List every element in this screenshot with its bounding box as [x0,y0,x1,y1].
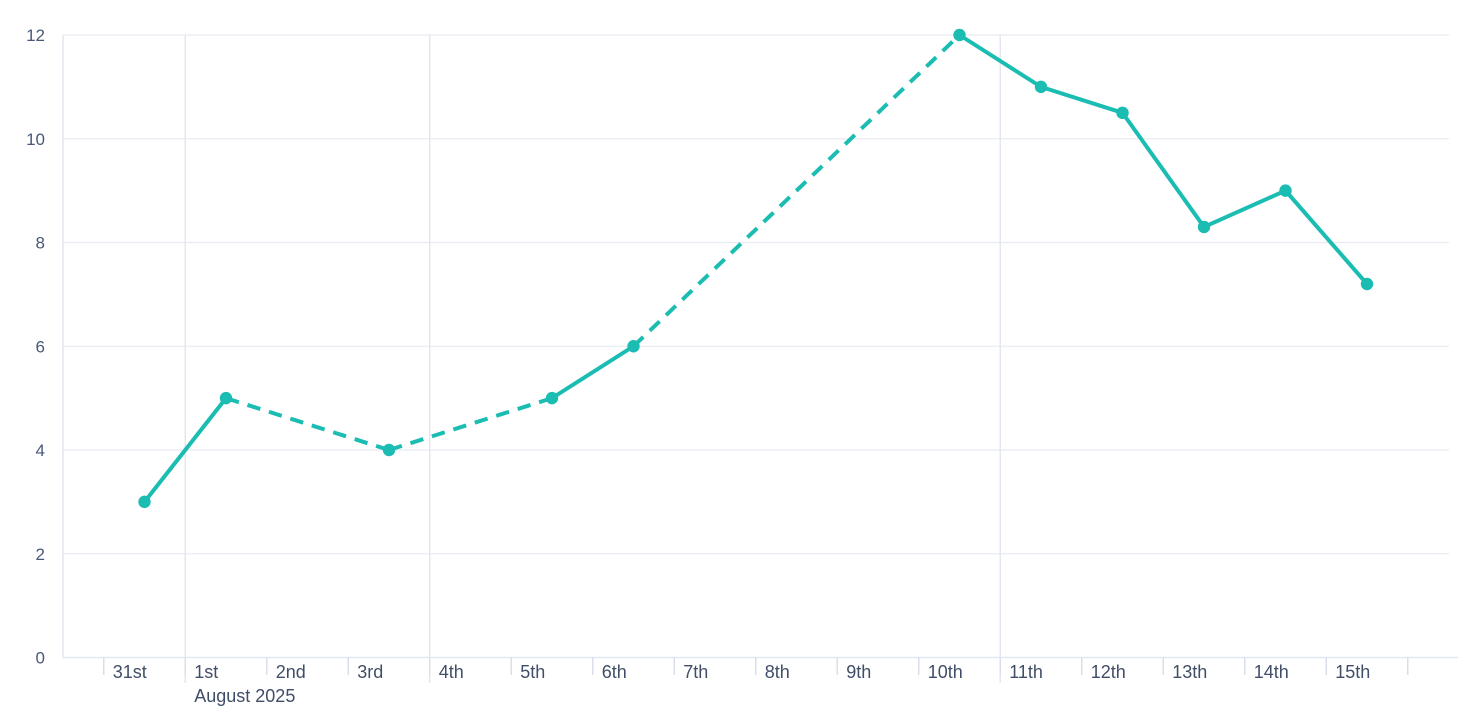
data-point-marker[interactable] [545,391,559,405]
x-axis-tick-label: 11th [1009,662,1043,682]
data-point-marker[interactable] [1116,106,1129,120]
y-axis-tick-label: 10 [26,130,45,149]
x-axis-tick-label: 14th [1254,662,1289,682]
data-point-marker[interactable] [627,340,640,353]
x-axis-tick-label: 13th [1172,662,1207,682]
x-axis-tick-label: 6th [602,662,627,682]
data-point-marker[interactable] [1197,220,1211,234]
series-segment-solid [1039,84,1125,115]
y-axis-tick-label: 4 [36,441,45,460]
x-axis-month-label: August 2025 [194,686,295,706]
series-segment-solid [550,344,636,401]
series-segment-solid [1202,188,1288,229]
data-point-marker[interactable] [138,495,151,509]
data-point-marker[interactable] [1360,277,1374,291]
series-segment-solid [1120,110,1206,229]
x-axis-tick-label: 4th [439,662,464,682]
y-axis-tick-label: 0 [36,649,45,668]
data-point-marker[interactable] [953,28,966,42]
x-axis-tick-label: 8th [765,662,790,682]
x-axis-tick-label: 7th [683,662,708,682]
y-axis-tick-label: 12 [26,26,45,45]
x-axis-tick-label: 2nd [276,662,306,682]
y-axis-tick-label: 6 [36,337,45,356]
series-segment-dashed [388,396,553,452]
x-axis-tick-label: 1st [194,662,218,682]
x-axis-tick-label: 31st [113,662,147,682]
x-axis-tick-label: 10th [928,662,963,682]
series-segment-dashed [225,396,390,452]
x-axis-tick-label: 3rd [357,662,383,682]
series-segment-dashed [632,33,961,348]
x-axis-tick-label: 9th [846,662,871,682]
y-axis-tick-label: 2 [36,545,45,564]
x-axis-tick-label: 12th [1091,662,1126,682]
data-point-marker[interactable] [1279,184,1292,197]
data-point-marker[interactable] [382,443,396,457]
x-axis-tick-label: 5th [520,662,545,682]
y-axis-tick-label: 8 [36,234,45,253]
series-segment-solid [142,396,228,504]
data-point-marker[interactable] [1034,80,1048,94]
series-segment-solid [957,33,1043,89]
data-point-marker[interactable] [219,391,233,405]
x-axis-tick-label: 15th [1335,662,1370,682]
series-segment-solid [1283,188,1369,286]
